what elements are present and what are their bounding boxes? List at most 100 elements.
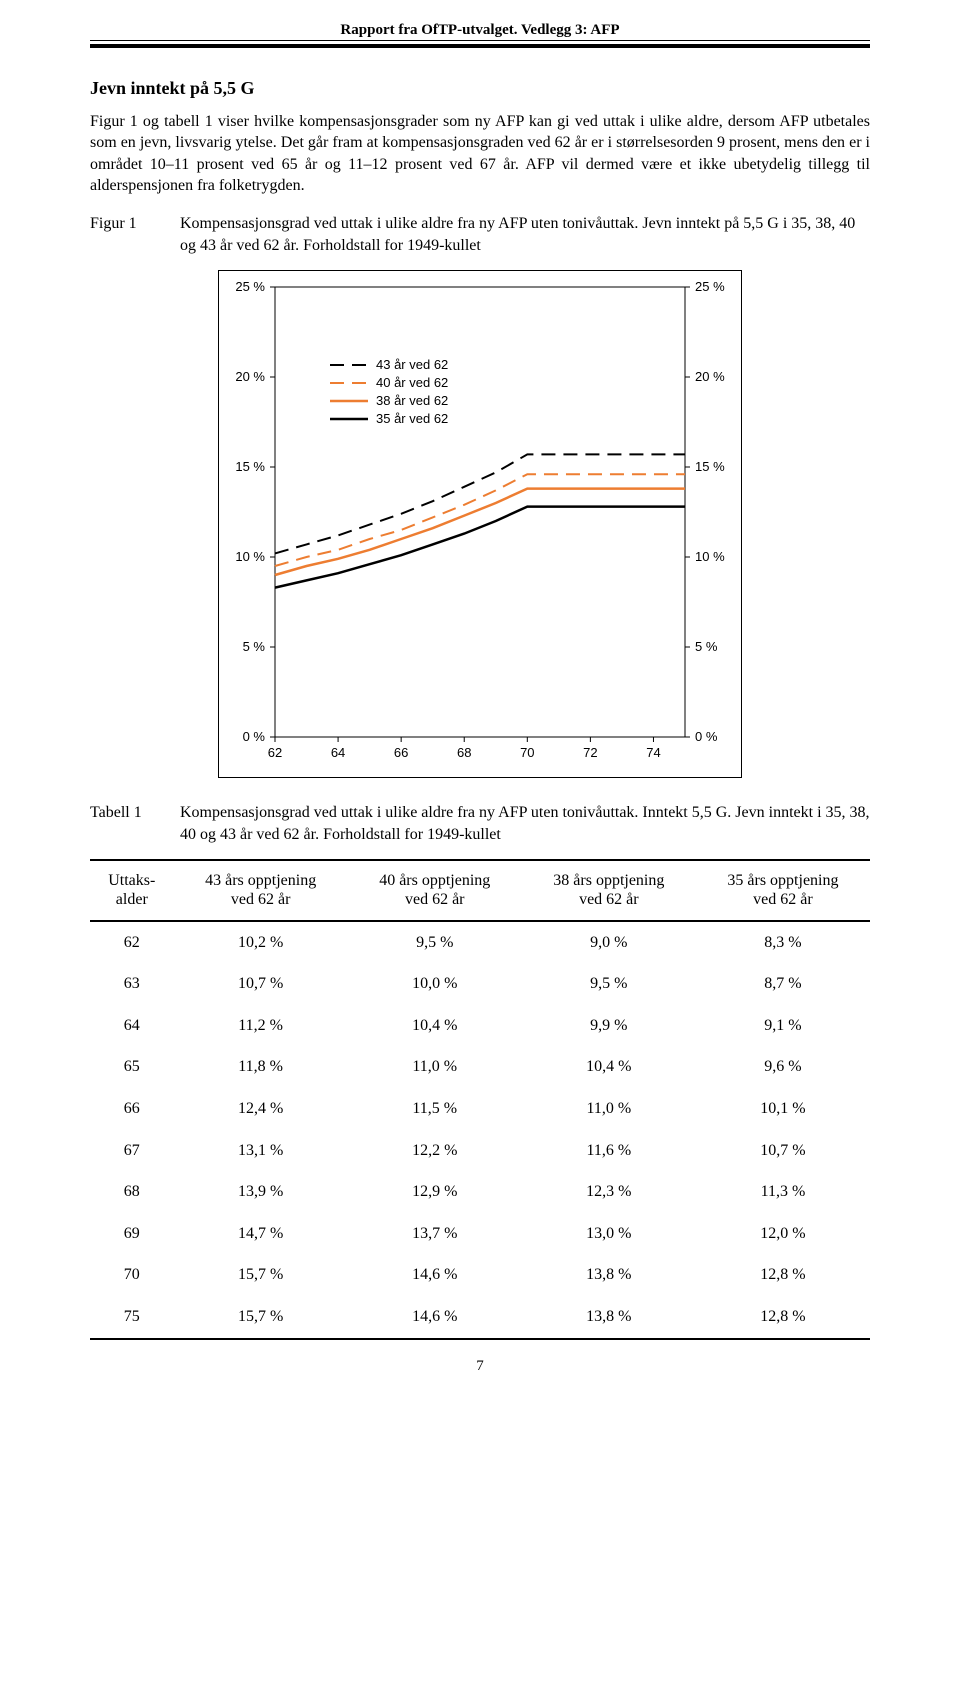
- running-head: Rapport fra OfTP-utvalget. Vedlegg 3: AF…: [90, 20, 870, 40]
- table-cell: 65: [90, 1046, 174, 1088]
- table-cell: 11,0 %: [522, 1088, 696, 1130]
- svg-text:38 år ved 62: 38 år ved 62: [376, 393, 448, 408]
- table-column-header: 40 års opptjeningved 62 år: [348, 860, 522, 920]
- table-cell: 66: [90, 1088, 174, 1130]
- table-cell: 12,8 %: [696, 1254, 870, 1296]
- table-cell: 13,7 %: [348, 1213, 522, 1255]
- table-cell: 67: [90, 1130, 174, 1172]
- table-cell: 12,2 %: [348, 1130, 522, 1172]
- table-cell: 10,4 %: [348, 1005, 522, 1047]
- table-cell: 13,9 %: [174, 1171, 348, 1213]
- svg-text:43 år ved 62: 43 år ved 62: [376, 357, 448, 372]
- table-cell: 10,7 %: [174, 963, 348, 1005]
- svg-text:20 %: 20 %: [695, 369, 725, 384]
- table-row: 6310,7 %10,0 %9,5 %8,7 %: [90, 963, 870, 1005]
- table-cell: 12,3 %: [522, 1171, 696, 1213]
- table-cell: 63: [90, 963, 174, 1005]
- svg-text:25 %: 25 %: [235, 279, 265, 294]
- chart-svg: 0 % 0 % 5 % 5 % 10 % 10 % 15 % 15 % 20 % 20 % 25 %…: [225, 277, 735, 767]
- svg-text:68: 68: [457, 745, 471, 760]
- table-column-header: 43 års opptjeningved 62 år: [174, 860, 348, 920]
- svg-text:10 %: 10 %: [235, 549, 265, 564]
- intro-paragraph: Figur 1 og tabell 1 viser hvilke kompens…: [90, 111, 870, 197]
- table-column-header: 35 års opptjeningved 62 år: [696, 860, 870, 920]
- svg-text:64: 64: [331, 745, 345, 760]
- table-cell: 12,9 %: [348, 1171, 522, 1213]
- table-cell: 11,8 %: [174, 1046, 348, 1088]
- figure-caption: Kompensasjonsgrad ved uttak i ulike aldr…: [180, 213, 870, 256]
- table-row: 6511,8 %11,0 %10,4 %9,6 %: [90, 1046, 870, 1088]
- table-cell: 10,2 %: [174, 921, 348, 964]
- table-cell: 15,7 %: [174, 1296, 348, 1339]
- table-row: 7515,7 %14,6 %13,8 %12,8 %: [90, 1296, 870, 1339]
- table-cell: 11,0 %: [348, 1046, 522, 1088]
- svg-text:20 %: 20 %: [235, 369, 265, 384]
- svg-text:35 år ved 62: 35 år ved 62: [376, 411, 448, 426]
- svg-text:40 år ved 62: 40 år ved 62: [376, 375, 448, 390]
- table-cell: 11,2 %: [174, 1005, 348, 1047]
- table-row: 6914,7 %13,7 %13,0 %12,0 %: [90, 1213, 870, 1255]
- table-caption: Kompensasjonsgrad ved uttak i ulike aldr…: [180, 802, 870, 845]
- section-heading: Jevn inntekt på 5,5 G: [90, 76, 870, 100]
- table-cell: 12,4 %: [174, 1088, 348, 1130]
- table-label: Tabell 1: [90, 802, 160, 845]
- table-cell: 13,0 %: [522, 1213, 696, 1255]
- table-row: 6210,2 %9,5 %9,0 %8,3 %: [90, 921, 870, 964]
- svg-text:5 %: 5 %: [243, 639, 266, 654]
- page-number: 7: [90, 1356, 870, 1376]
- table-cell: 13,8 %: [522, 1296, 696, 1339]
- chart-container: 0 % 0 % 5 % 5 % 10 % 10 % 15 % 15 % 20 % 20 % 25 %…: [90, 270, 870, 778]
- svg-text:62: 62: [268, 745, 282, 760]
- table-cell: 11,6 %: [522, 1130, 696, 1172]
- table-column-header: Uttaks-alder: [90, 860, 174, 920]
- figure-label: Figur 1: [90, 213, 160, 256]
- table-cell: 62: [90, 921, 174, 964]
- svg-text:0 %: 0 %: [243, 729, 266, 744]
- svg-text:0 %: 0 %: [695, 729, 718, 744]
- table-cell: 10,4 %: [522, 1046, 696, 1088]
- table-cell: 9,5 %: [348, 921, 522, 964]
- table-column-header: 38 års opptjeningved 62 år: [522, 860, 696, 920]
- svg-text:74: 74: [646, 745, 660, 760]
- chart-frame: 0 % 0 % 5 % 5 % 10 % 10 % 15 % 15 % 20 % 20 % 25 %…: [218, 270, 742, 778]
- table-cell: 10,1 %: [696, 1088, 870, 1130]
- table-cell: 10,7 %: [696, 1130, 870, 1172]
- table-cell: 12,8 %: [696, 1296, 870, 1339]
- table-header-row: Uttaks-alder43 års opptjeningved 62 år40…: [90, 860, 870, 920]
- svg-text:10 %: 10 %: [695, 549, 725, 564]
- table-cell: 14,6 %: [348, 1254, 522, 1296]
- table-cell: 70: [90, 1254, 174, 1296]
- table-cell: 12,0 %: [696, 1213, 870, 1255]
- table-cell: 9,6 %: [696, 1046, 870, 1088]
- table-cell: 14,6 %: [348, 1296, 522, 1339]
- table-cell: 68: [90, 1171, 174, 1213]
- table-cell: 64: [90, 1005, 174, 1047]
- table-heading: Tabell 1 Kompensasjonsgrad ved uttak i u…: [90, 802, 870, 845]
- table-cell: 69: [90, 1213, 174, 1255]
- table-row: 6612,4 %11,5 %11,0 %10,1 %: [90, 1088, 870, 1130]
- table-cell: 8,7 %: [696, 963, 870, 1005]
- table-cell: 11,5 %: [348, 1088, 522, 1130]
- table-row: 6713,1 %12,2 %11,6 %10,7 %: [90, 1130, 870, 1172]
- svg-text:15 %: 15 %: [235, 459, 265, 474]
- table-body: 6210,2 %9,5 %9,0 %8,3 %6310,7 %10,0 %9,5…: [90, 921, 870, 1339]
- svg-text:70: 70: [520, 745, 534, 760]
- table-cell: 75: [90, 1296, 174, 1339]
- table-row: 7015,7 %14,6 %13,8 %12,8 %: [90, 1254, 870, 1296]
- header-rule: [90, 44, 870, 48]
- table-row: 6411,2 %10,4 %9,9 %9,1 %: [90, 1005, 870, 1047]
- table-cell: 9,1 %: [696, 1005, 870, 1047]
- svg-text:15 %: 15 %: [695, 459, 725, 474]
- table-cell: 11,3 %: [696, 1171, 870, 1213]
- table-row: 6813,9 %12,9 %12,3 %11,3 %: [90, 1171, 870, 1213]
- table-cell: 13,1 %: [174, 1130, 348, 1172]
- table-cell: 13,8 %: [522, 1254, 696, 1296]
- data-table: Uttaks-alder43 års opptjeningved 62 år40…: [90, 859, 870, 1339]
- table-cell: 15,7 %: [174, 1254, 348, 1296]
- table-cell: 14,7 %: [174, 1213, 348, 1255]
- table-cell: 9,9 %: [522, 1005, 696, 1047]
- svg-text:5 %: 5 %: [695, 639, 718, 654]
- table-cell: 9,5 %: [522, 963, 696, 1005]
- table-cell: 10,0 %: [348, 963, 522, 1005]
- table-cell: 9,0 %: [522, 921, 696, 964]
